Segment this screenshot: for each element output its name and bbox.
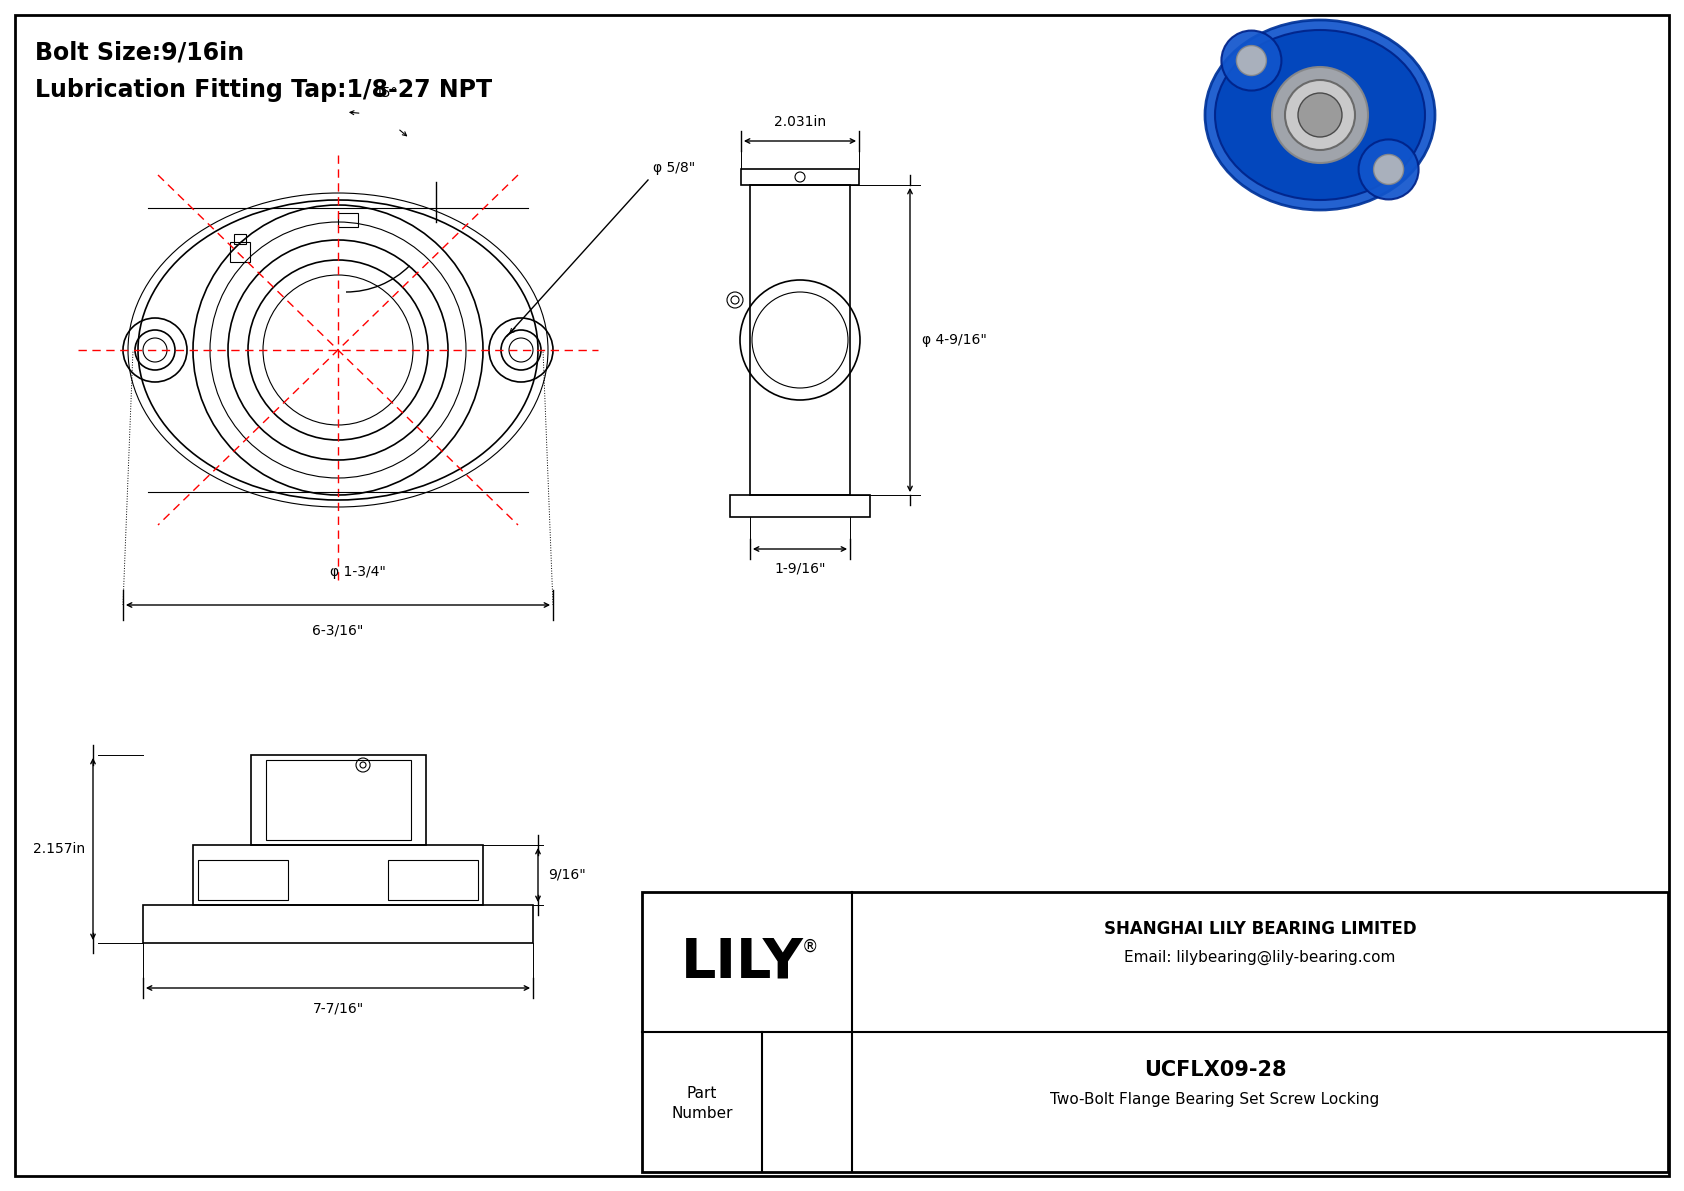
Circle shape bbox=[1374, 155, 1403, 185]
Text: UCFLX09-28: UCFLX09-28 bbox=[1143, 1060, 1287, 1080]
Bar bbox=[143, 905, 534, 943]
Bar bbox=[642, 892, 1667, 1172]
Text: 7-7/16": 7-7/16" bbox=[312, 1002, 364, 1016]
Text: Number: Number bbox=[672, 1106, 733, 1122]
Bar bbox=[231, 243, 251, 262]
Text: 2.031in: 2.031in bbox=[775, 116, 827, 129]
Text: φ 1-3/4": φ 1-3/4" bbox=[330, 565, 386, 579]
Bar bbox=[387, 860, 478, 900]
Bar bbox=[741, 169, 859, 185]
Circle shape bbox=[1359, 139, 1418, 199]
Text: LILY: LILY bbox=[680, 935, 803, 989]
Bar bbox=[251, 755, 426, 844]
Text: 2.157in: 2.157in bbox=[34, 842, 84, 856]
Text: Two-Bolt Flange Bearing Set Screw Locking: Two-Bolt Flange Bearing Set Screw Lockin… bbox=[1051, 1092, 1379, 1106]
Text: Part: Part bbox=[687, 1086, 717, 1102]
Bar bbox=[266, 760, 411, 840]
Text: 9/16": 9/16" bbox=[547, 868, 586, 883]
Bar bbox=[199, 860, 288, 900]
Circle shape bbox=[1236, 45, 1266, 75]
Circle shape bbox=[1285, 80, 1356, 150]
Circle shape bbox=[1271, 67, 1367, 163]
Text: Bolt Size:9/16in: Bolt Size:9/16in bbox=[35, 40, 244, 64]
Ellipse shape bbox=[1214, 30, 1425, 200]
Text: 45°: 45° bbox=[374, 86, 397, 100]
Circle shape bbox=[1298, 93, 1342, 137]
Text: 6-3/16": 6-3/16" bbox=[312, 623, 364, 637]
Text: SHANGHAI LILY BEARING LIMITED: SHANGHAI LILY BEARING LIMITED bbox=[1103, 919, 1416, 939]
Text: 1-9/16": 1-9/16" bbox=[775, 561, 825, 575]
Bar bbox=[729, 495, 871, 517]
Text: ®: ® bbox=[802, 939, 818, 956]
Bar bbox=[234, 235, 246, 244]
Text: Lubrication Fitting Tap:1/8-27 NPT: Lubrication Fitting Tap:1/8-27 NPT bbox=[35, 77, 492, 102]
Bar bbox=[194, 844, 483, 905]
Text: Email: lilybearing@lily-bearing.com: Email: lilybearing@lily-bearing.com bbox=[1125, 950, 1396, 965]
Bar bbox=[338, 213, 359, 227]
Text: φ 5/8": φ 5/8" bbox=[653, 161, 695, 175]
Circle shape bbox=[1221, 31, 1282, 91]
Bar bbox=[749, 185, 850, 495]
Ellipse shape bbox=[1206, 20, 1435, 210]
Text: φ 4-9/16": φ 4-9/16" bbox=[923, 333, 987, 347]
